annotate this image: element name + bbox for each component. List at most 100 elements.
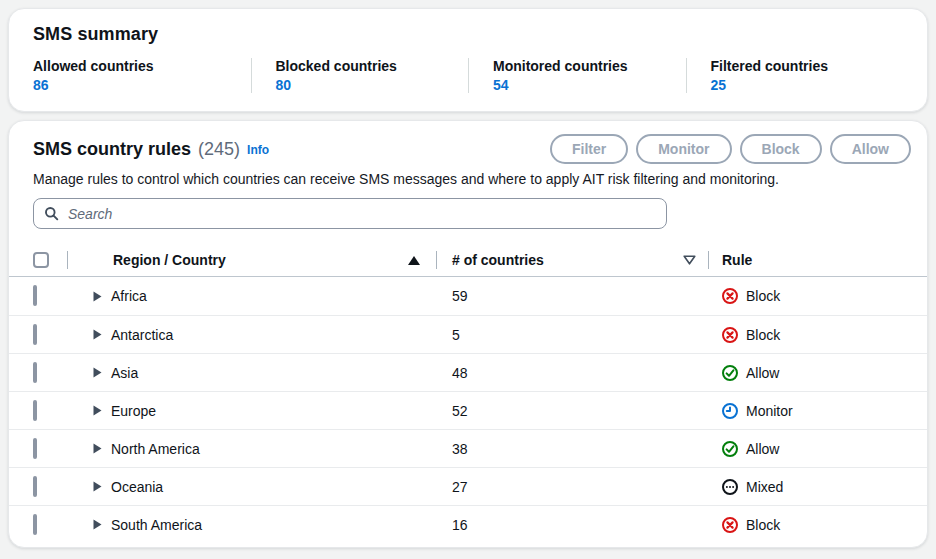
expand-row-icon[interactable] <box>93 367 102 378</box>
expand-row-icon[interactable] <box>93 481 102 492</box>
rule-label: Block <box>746 327 780 343</box>
rules-count: (245) <box>198 139 240 160</box>
stat-label: Filtered countries <box>711 58 888 74</box>
block-status-icon <box>722 288 738 304</box>
sms-summary-card: SMS summary Allowed countries 86 Blocked… <box>8 8 928 112</box>
countries-count: 52 <box>436 403 708 419</box>
select-all-checkbox[interactable] <box>33 252 49 268</box>
row-select-cell <box>33 516 67 534</box>
stat-value-link[interactable]: 54 <box>493 77 670 93</box>
allow-status-icon <box>722 441 738 457</box>
info-link[interactable]: Info <box>247 143 269 157</box>
stat-value-link[interactable]: 25 <box>711 77 888 93</box>
stat-label: Blocked countries <box>276 58 453 74</box>
region-name: Europe <box>111 403 156 419</box>
monitor-button[interactable]: Monitor <box>636 134 731 164</box>
expand-row-icon[interactable] <box>93 519 102 530</box>
region-name: Asia <box>111 365 138 381</box>
row-checkbox[interactable] <box>33 514 37 535</box>
stat-label: Monitored countries <box>493 58 670 74</box>
region-cell: South America <box>67 517 436 533</box>
expand-row-icon[interactable] <box>93 329 102 340</box>
block-status-icon <box>722 327 738 343</box>
countries-count: 48 <box>436 365 708 381</box>
search-bar <box>9 196 927 239</box>
row-checkbox[interactable] <box>33 362 37 383</box>
mixed-status-icon <box>722 479 738 495</box>
column-label: Region / Country <box>113 252 226 268</box>
region-cell: Oceania <box>67 479 436 495</box>
countries-count: 16 <box>436 517 708 533</box>
region-cell: Africa <box>67 288 436 304</box>
rule-label: Monitor <box>746 403 793 419</box>
region-cell: Asia <box>67 365 436 381</box>
expand-row-icon[interactable] <box>93 443 102 454</box>
table-row: Oceania 27 Mixed <box>9 467 927 505</box>
search-input[interactable] <box>33 198 667 229</box>
region-cell: Europe <box>67 403 436 419</box>
region-name: South America <box>111 517 202 533</box>
row-select-cell <box>33 326 67 344</box>
stat-label: Allowed countries <box>33 58 235 74</box>
rule-badge: Allow <box>722 365 911 381</box>
region-name: North America <box>111 441 200 457</box>
countries-count: 38 <box>436 441 708 457</box>
stat-blocked-countries: Blocked countries 80 <box>251 58 469 93</box>
row-checkbox[interactable] <box>33 476 37 497</box>
block-status-icon <box>722 517 738 533</box>
action-buttons: Filter Monitor Block Allow <box>550 134 911 164</box>
countries-count: 5 <box>436 327 708 343</box>
rule-label: Allow <box>746 441 779 457</box>
rule-label: Mixed <box>746 479 783 495</box>
header-select-all-cell <box>33 243 67 276</box>
expand-row-icon[interactable] <box>93 291 102 302</box>
rule-badge: Mixed <box>722 479 911 495</box>
filter-button[interactable]: Filter <box>550 134 628 164</box>
countries-count: 59 <box>436 288 708 304</box>
rule-badge: Block <box>722 327 911 343</box>
stat-value-link[interactable]: 86 <box>33 77 235 93</box>
table-row: Africa 59 Block <box>9 277 927 315</box>
table-header: Region / Country # of countries Rule <box>9 243 927 277</box>
rule-badge: Monitor <box>722 403 911 419</box>
rule-label: Allow <box>746 365 779 381</box>
rules-header: SMS country rules (245) Info Filter Moni… <box>9 134 927 164</box>
stat-filtered-countries: Filtered countries 25 <box>686 58 904 93</box>
row-checkbox[interactable] <box>33 438 37 459</box>
stat-allowed-countries: Allowed countries 86 <box>33 58 251 93</box>
expand-row-icon[interactable] <box>93 405 102 416</box>
column-label: # of countries <box>452 252 544 268</box>
rule-badge: Allow <box>722 441 911 457</box>
monitor-status-icon <box>722 403 738 419</box>
sms-country-rules-card: SMS country rules (245) Info Filter Moni… <box>8 120 928 548</box>
sort-ascending-icon <box>408 252 420 268</box>
table-row: South America 16 Block <box>9 505 927 543</box>
column-header-num-countries[interactable]: # of countries <box>436 243 708 276</box>
region-cell: North America <box>67 441 436 457</box>
row-select-cell <box>33 364 67 382</box>
row-checkbox[interactable] <box>33 285 37 306</box>
table-row: North America 38 Allow <box>9 429 927 467</box>
table-row: Antarctica 5 Block <box>9 315 927 353</box>
rule-badge: Block <box>722 517 911 533</box>
row-checkbox[interactable] <box>33 400 37 421</box>
sort-descending-icon <box>683 252 696 268</box>
row-select-cell <box>33 402 67 420</box>
table-row: Asia 48 Allow <box>9 353 927 391</box>
summary-stats: Allowed countries 86 Blocked countries 8… <box>33 58 903 93</box>
summary-title: SMS summary <box>33 24 903 45</box>
region-name: Africa <box>111 288 147 304</box>
row-checkbox[interactable] <box>33 324 37 345</box>
rule-label: Block <box>746 288 780 304</box>
rules-description: Manage rules to control which countries … <box>9 164 927 196</box>
rule-label: Block <box>746 517 780 533</box>
stat-value-link[interactable]: 80 <box>276 77 453 93</box>
allow-status-icon <box>722 365 738 381</box>
column-header-region-country[interactable]: Region / Country <box>67 243 436 276</box>
allow-button[interactable]: Allow <box>830 134 911 164</box>
column-label: Rule <box>722 252 752 268</box>
row-select-cell <box>33 287 67 305</box>
row-select-cell <box>33 478 67 496</box>
block-button[interactable]: Block <box>740 134 822 164</box>
rules-title: SMS country rules <box>33 139 191 160</box>
